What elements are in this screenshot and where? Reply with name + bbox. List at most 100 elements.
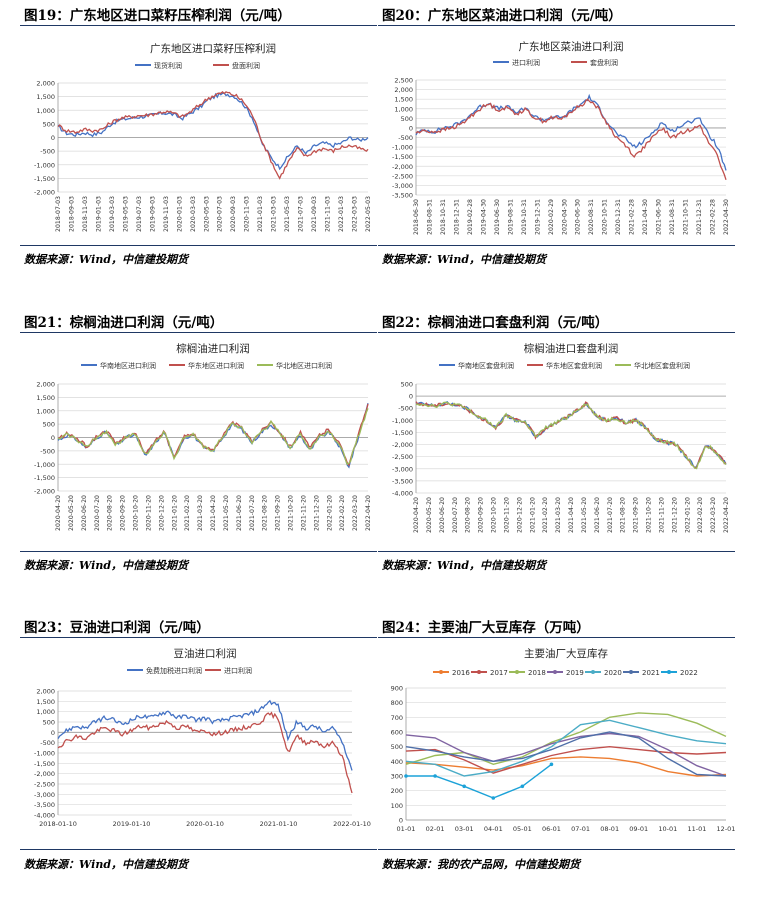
x-tick-label: 03-01 bbox=[455, 825, 474, 833]
chart-title: 棕榈油进口套盘利润 bbox=[524, 342, 619, 355]
x-tick-label: 2021-05-20 bbox=[581, 497, 588, 533]
y-tick-label: -3,500 bbox=[392, 192, 413, 200]
legend-item: 进口利润 bbox=[205, 666, 252, 675]
series-line bbox=[405, 732, 727, 777]
y-tick-label: 0 bbox=[409, 393, 413, 401]
y-tick-label: -2,000 bbox=[34, 189, 55, 197]
x-tick-label: 2019-11-03 bbox=[163, 196, 170, 232]
data-point bbox=[491, 796, 496, 800]
y-tick-label: -500 bbox=[40, 447, 55, 455]
y-tick-label: 1,500 bbox=[36, 394, 55, 402]
y-tick-label: 1,500 bbox=[394, 96, 413, 104]
series-line bbox=[405, 745, 727, 774]
legend-item: 2017 bbox=[471, 669, 508, 677]
x-tick-label: 2018-09-03 bbox=[68, 196, 75, 232]
x-tick-label: 2019-03-03 bbox=[109, 196, 116, 232]
x-tick-label: 10-01 bbox=[658, 825, 677, 833]
x-tick-label: 2019-06-30 bbox=[494, 199, 501, 235]
x-tick-label: 2020-02-29 bbox=[548, 199, 555, 235]
x-tick-label: 2020-08-20 bbox=[107, 495, 114, 531]
source-note: 数据来源：Wind，中信建投期货 bbox=[24, 858, 189, 871]
legend-label: 2020 bbox=[604, 669, 622, 677]
legend-item: 盘面利润 bbox=[213, 61, 260, 70]
x-tick-label: 2021-12-31 bbox=[696, 199, 703, 235]
y-tick-label: 0 bbox=[399, 817, 403, 825]
legend-item: 华东地区进口利润 bbox=[169, 361, 244, 370]
source-rule bbox=[378, 551, 735, 552]
x-tick-label: 2022-01-10 bbox=[333, 820, 371, 828]
legend-label: 2016 bbox=[452, 669, 470, 677]
chart-title: 广东地区进口菜籽压榨利润 bbox=[150, 42, 276, 55]
x-tick-label: 2021-04-30 bbox=[642, 199, 649, 235]
legend-item: 2020 bbox=[585, 669, 622, 677]
x-tick-label: 2019-04-30 bbox=[480, 199, 487, 235]
series-line bbox=[57, 92, 369, 171]
legend-label: 华东地区套盘利润 bbox=[546, 361, 602, 370]
caption-rule bbox=[20, 637, 377, 638]
data-point bbox=[433, 774, 437, 778]
legend-marker bbox=[591, 670, 595, 674]
source-rule bbox=[20, 245, 377, 246]
y-tick-label: 900 bbox=[391, 685, 403, 693]
x-tick-label: 2021-07-20 bbox=[249, 495, 256, 531]
y-tick-label: -500 bbox=[40, 148, 55, 156]
legend-label: 套盘利润 bbox=[590, 58, 618, 67]
x-tick-label: 2021-10-20 bbox=[646, 497, 653, 533]
legend-marker bbox=[439, 670, 443, 674]
data-point bbox=[404, 774, 408, 778]
x-tick-label: 2021-05-20 bbox=[223, 495, 230, 531]
x-tick-label: 2021-02-28 bbox=[629, 199, 636, 235]
x-tick-label: 2020-12-20 bbox=[158, 495, 165, 531]
y-tick-label: 1,000 bbox=[394, 105, 413, 113]
legend-label: 2018 bbox=[528, 669, 546, 677]
legend-item: 华南地区进口利润 bbox=[81, 361, 156, 370]
legend-marker bbox=[629, 670, 633, 674]
legend-label: 进口利润 bbox=[224, 666, 252, 675]
series-line bbox=[57, 711, 353, 794]
series-line bbox=[406, 763, 552, 799]
legend-item: 2018 bbox=[509, 669, 546, 677]
source-note: 数据来源：Wind，中信建投期货 bbox=[24, 559, 189, 572]
legend-item: 2019 bbox=[547, 669, 584, 677]
x-tick-label: 2022-01-20 bbox=[326, 495, 333, 531]
source-note: 数据来源：Wind，中信建投期货 bbox=[24, 253, 189, 266]
y-tick-label: 200 bbox=[391, 787, 403, 795]
chart-title: 广东地区菜油进口利润 bbox=[519, 40, 624, 53]
y-tick-label: -2,500 bbox=[34, 781, 55, 789]
x-tick-label: 2021-12-20 bbox=[671, 497, 678, 533]
caption-rule bbox=[378, 637, 735, 638]
y-tick-label: -3,000 bbox=[34, 791, 55, 799]
x-tick-label: 06-01 bbox=[542, 825, 561, 833]
legend-marker bbox=[667, 670, 671, 674]
y-tick-label: -2,000 bbox=[34, 488, 55, 496]
y-tick-label: 800 bbox=[391, 699, 403, 707]
x-tick-label: 2020-05-20 bbox=[68, 495, 75, 531]
x-tick-label: 2020-06-30 bbox=[575, 199, 582, 235]
x-tick-label: 07-01 bbox=[571, 825, 590, 833]
x-tick-label: 2020-07-20 bbox=[452, 497, 459, 533]
x-tick-label: 2018-08-31 bbox=[426, 199, 433, 235]
x-tick-label: 2021-04-20 bbox=[568, 497, 575, 533]
x-tick-label: 2022-04-20 bbox=[723, 497, 730, 533]
y-tick-label: 300 bbox=[391, 773, 403, 781]
legend-item: 华南地区套盘利润 bbox=[439, 361, 514, 370]
legend-marker bbox=[477, 670, 481, 674]
source-rule bbox=[20, 849, 377, 850]
y-tick-label: -500 bbox=[398, 405, 413, 413]
x-tick-label: 2020-04-30 bbox=[561, 199, 568, 235]
x-tick-label: 2020-09-20 bbox=[120, 495, 127, 531]
x-tick-label: 09-01 bbox=[629, 825, 648, 833]
series-line bbox=[405, 756, 727, 777]
legend-label: 华南地区套盘利润 bbox=[458, 361, 514, 370]
caption-rule bbox=[20, 332, 377, 333]
legend-label: 现货利润 bbox=[154, 61, 182, 70]
y-tick-label: -1,000 bbox=[392, 144, 413, 152]
source-note: 数据来源：我的农产品网，中信建投期货 bbox=[382, 858, 580, 871]
x-tick-label: 2020-09-20 bbox=[478, 497, 485, 533]
y-tick-label: -1,500 bbox=[392, 153, 413, 161]
x-tick-label: 04-01 bbox=[484, 825, 503, 833]
y-tick-label: 400 bbox=[391, 758, 403, 766]
y-tick-label: 500 bbox=[43, 421, 55, 429]
y-tick-label: 2,000 bbox=[394, 86, 413, 94]
